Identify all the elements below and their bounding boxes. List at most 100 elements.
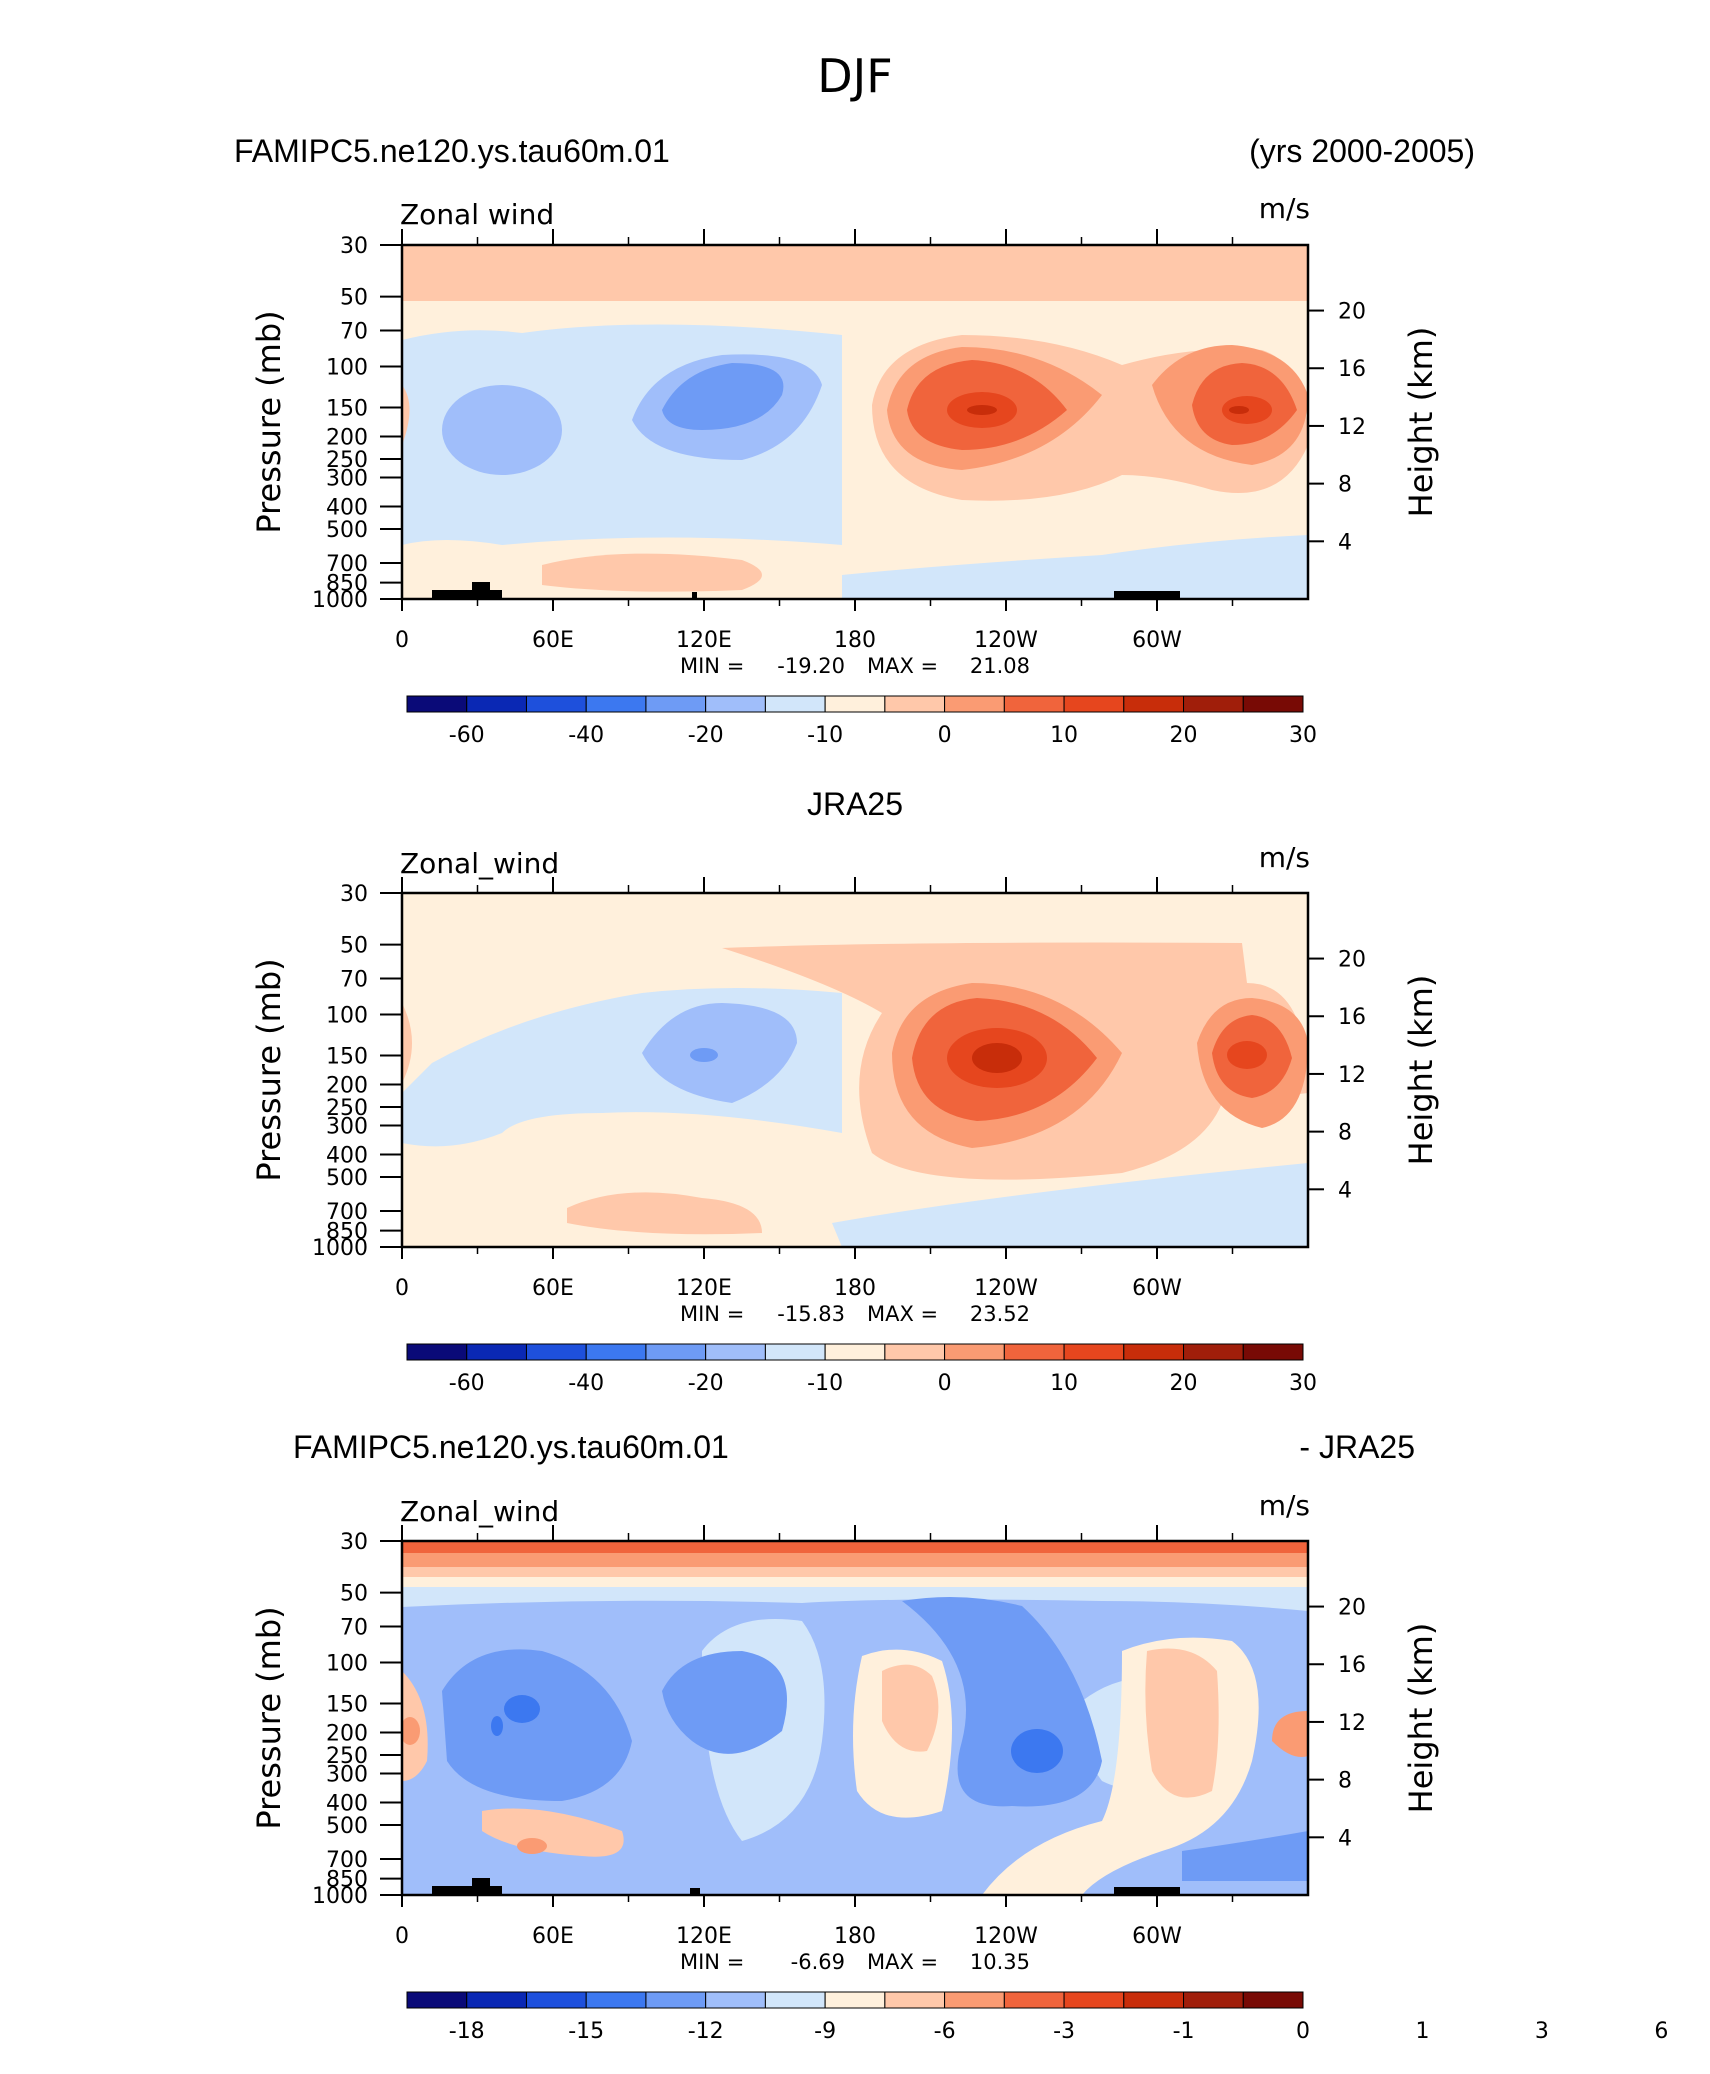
- low-level-westerly: [567, 1192, 762, 1235]
- height-tick-label: 8: [1338, 1769, 1352, 1794]
- figure-title: DJF: [817, 49, 892, 103]
- p-tick-label: 30: [340, 1530, 368, 1555]
- p-tick-label: 100: [326, 1004, 368, 1029]
- topography-africa: [432, 590, 502, 599]
- colorbar-swatch: [764, 1991, 826, 2009]
- colorbar-swatch: [1123, 695, 1185, 713]
- neg-core-120e: [642, 1003, 797, 1103]
- panel-model-colorbar: -60 -40 -20 -10 0 10 20 30: [406, 695, 1317, 748]
- panel-difference-min-value: -6.69: [791, 1950, 845, 1974]
- height-tick-label: 16: [1338, 357, 1366, 382]
- colorbar-label: -40: [568, 1371, 604, 1396]
- colorbar-swatch: [705, 695, 766, 713]
- panel-obs-units: m/s: [1259, 841, 1310, 874]
- p-tick-label: 400: [326, 1143, 368, 1168]
- panel-model-units: m/s: [1259, 192, 1310, 225]
- neg-core-inner-120e: [662, 363, 784, 430]
- colorbar-label: -60: [449, 1371, 485, 1396]
- colorbar-swatch: [466, 1343, 527, 1361]
- colorbar-swatch: [1063, 695, 1125, 713]
- colorbar-swatch: [645, 695, 707, 713]
- topography-indonesia: [692, 592, 697, 599]
- height-tick-label: 16: [1338, 1005, 1366, 1030]
- colorbar-label: 6: [1654, 2019, 1668, 2044]
- p-tick-label: 1000: [312, 1236, 368, 1261]
- panel-obs-min-value: -15.83: [777, 1302, 845, 1326]
- colorbar-swatch: [1183, 695, 1244, 713]
- panel-difference-min-label: MIN =: [680, 1950, 744, 1974]
- colorbar-label: 10: [1050, 1371, 1078, 1396]
- colorbar-label: -40: [568, 723, 604, 748]
- colorbar-swatch: [1123, 1343, 1185, 1361]
- x-tick-label: 60W: [1132, 1276, 1182, 1301]
- panel-difference-ylabel: Pressure (mb): [250, 1606, 288, 1829]
- colorbar-swatch: [585, 1991, 647, 2009]
- height-tick-label: 20: [1338, 1596, 1366, 1621]
- colorbar-swatch: [525, 695, 587, 713]
- colorbar-swatch: [824, 1991, 886, 2009]
- colorbar-swatch: [645, 1991, 707, 2009]
- topography-africa-peak: [472, 582, 490, 592]
- pos-edge-360: [1272, 1711, 1308, 1757]
- x-tick-label: 60W: [1132, 628, 1182, 653]
- colorbar-swatch: [1242, 695, 1304, 713]
- colorbar-label: -1: [1173, 2019, 1195, 2044]
- p-tick-label: 150: [326, 396, 368, 421]
- colorbar-swatch: [884, 1343, 946, 1361]
- panel-model: FAMIPC5.ne120.ys.tau60m.01 (yrs 2000-200…: [234, 133, 1475, 748]
- colorbar-label: 0: [938, 1371, 952, 1396]
- colorbar-swatch: [525, 1991, 587, 2009]
- panel-model-variable-title: Zonal wind: [400, 198, 554, 231]
- p-tick-label: 70: [340, 320, 368, 345]
- panel-difference: FAMIPC5.ne120.ys.tau60m.01 - JRA25 Zonal…: [250, 1429, 1668, 2044]
- neg-region-60e: [442, 1649, 632, 1801]
- panel-model-header-left: FAMIPC5.ne120.ys.tau60m.01: [234, 133, 670, 169]
- colorbar-label: -6: [934, 2019, 956, 2044]
- colorbar-swatch: [884, 695, 946, 713]
- panel-difference-ylabel-right: Height (km): [1402, 1623, 1440, 1814]
- neg-region-120e: [662, 1651, 787, 1754]
- colorbar-swatch: [1242, 1991, 1304, 2009]
- neg-low-60w: [1182, 1831, 1308, 1881]
- colorbar-label: -20: [688, 723, 724, 748]
- x-tick-label: 180: [834, 628, 876, 653]
- colorbar-swatch: [824, 695, 886, 713]
- pos-core-60w: [1145, 1648, 1219, 1798]
- colorbar-swatch: [824, 1343, 886, 1361]
- upper-positive-band: [402, 245, 1308, 301]
- colorbar-label: -9: [814, 2019, 836, 2044]
- x-tick-label: 120W: [974, 1924, 1038, 1949]
- jet-core-60w: [1227, 1041, 1267, 1069]
- colorbar-label: -10: [807, 1371, 843, 1396]
- panel-difference-max-value: 10.35: [970, 1950, 1030, 1974]
- height-tick-label: 8: [1338, 473, 1352, 498]
- colorbar-label: 30: [1289, 1371, 1317, 1396]
- colorbar-swatch: [705, 1343, 766, 1361]
- p-tick-label: 70: [340, 1616, 368, 1641]
- topography-andes: [1114, 1887, 1180, 1895]
- x-tick-label: 0: [395, 1924, 409, 1949]
- neg-peak-60e: [504, 1695, 540, 1723]
- p-tick-label: 700: [326, 552, 368, 577]
- pos-edge-0-core: [402, 1717, 420, 1745]
- neg-peak-60e-small: [491, 1716, 503, 1736]
- p-tick-label: 400: [326, 495, 368, 520]
- topography-africa: [432, 1886, 502, 1895]
- height-tick-label: 4: [1338, 1178, 1352, 1203]
- colorbar-swatch: [1063, 1343, 1125, 1361]
- p-tick-label: 700: [326, 1848, 368, 1873]
- height-tick-label: 20: [1338, 300, 1366, 325]
- colorbar-label: -10: [807, 723, 843, 748]
- strat-band-4: [402, 1541, 1308, 1553]
- surface-easterly-region: [842, 535, 1308, 599]
- panel-obs-variable-title: Zonal_wind: [400, 847, 559, 880]
- colorbar-swatch: [944, 1343, 1005, 1361]
- colorbar-label: 1: [1415, 2019, 1429, 2044]
- panel-obs-max-label: MAX =: [867, 1302, 938, 1326]
- colorbar-swatch: [406, 1991, 468, 2009]
- panel-obs-max-value: 23.52: [970, 1302, 1030, 1326]
- p-tick-label: 250: [326, 1096, 368, 1121]
- colorbar-swatch: [944, 695, 1005, 713]
